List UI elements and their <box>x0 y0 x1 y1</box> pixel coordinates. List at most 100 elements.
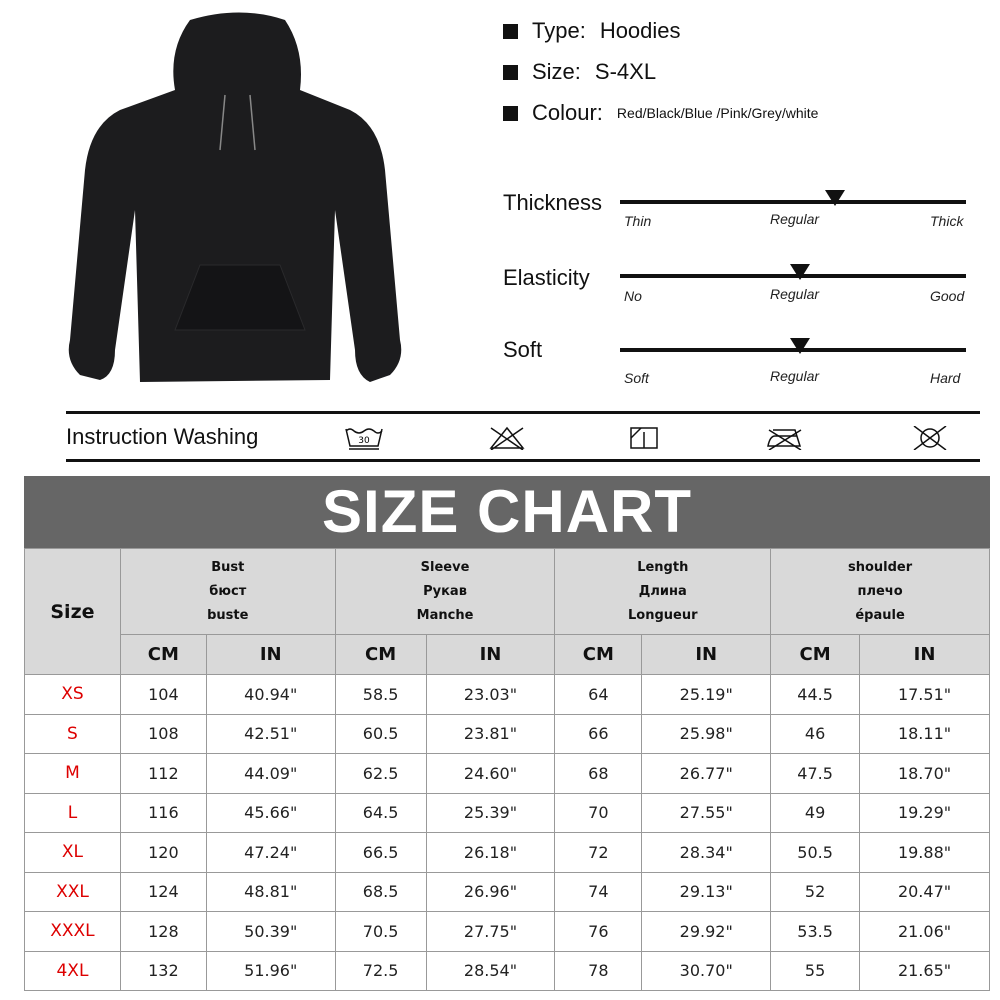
scale-min-label: Soft <box>624 370 649 386</box>
cell: 25.98" <box>641 713 772 754</box>
cell: 26.18" <box>425 832 556 873</box>
cell: 108 <box>119 713 207 754</box>
cell: 124 <box>119 871 207 912</box>
cell: 66 <box>554 713 643 754</box>
cell: 26.96" <box>425 871 556 912</box>
cell: 120 <box>119 832 207 873</box>
cell: 70.5 <box>334 911 427 952</box>
dry-flat-icon <box>630 427 658 449</box>
unit-header: CM <box>119 634 207 675</box>
bullet-icon <box>503 64 518 80</box>
cell: 62.5 <box>334 753 427 794</box>
cell: 55 <box>770 950 861 991</box>
washing-label: Instruction Washing <box>66 424 259 449</box>
table-row: XL 120 47.24" 66.5 26.18" 72 28.34" 50.5 19.88" <box>24 832 990 873</box>
unit-header: CM <box>554 634 643 675</box>
cell: 27.55" <box>641 792 772 833</box>
spec-value: Hoodies <box>599 18 681 43</box>
cell: 17.51" <box>859 674 990 715</box>
cell: 24.60" <box>425 753 556 794</box>
table-row: S 108 42.51" 60.5 23.81" 66 25.98" 46 18.11" <box>24 713 990 754</box>
level-marker-icon <box>789 264 810 280</box>
cell: 128 <box>119 911 207 952</box>
cell: 58.5 <box>334 674 427 715</box>
size-cell: L <box>24 792 121 833</box>
cell: 19.88" <box>859 832 990 873</box>
size-cell: XXXL <box>24 911 121 952</box>
table-row: XXXL 128 50.39" 70.5 27.75" 76 29.92" 53.5 21.06… <box>24 911 990 952</box>
size-cell: XL <box>24 832 121 873</box>
cell: 66.5 <box>334 832 427 873</box>
cell: 29.13" <box>641 871 772 912</box>
cell: 23.81" <box>425 713 556 754</box>
cell: 25.39" <box>425 792 556 833</box>
scale-max-label: Hard <box>930 370 961 386</box>
cell: 68 <box>554 753 643 794</box>
unit-header: IN <box>641 634 772 675</box>
divider <box>66 459 980 462</box>
cell: 74 <box>554 871 643 912</box>
cell: 78 <box>554 950 643 991</box>
bullet-icon <box>503 23 518 39</box>
size-cell: XS <box>24 674 121 715</box>
scale-max-label: Thick <box>930 213 964 229</box>
cell: 29.92" <box>641 911 772 952</box>
table-row: XS 104 40.94" 58.5 23.03" 64 25.19" 44.5 17.51" <box>24 674 990 715</box>
spec-value: S-4XL <box>594 59 657 84</box>
spec-value: Red/Black/Blue /Pink/Grey/white <box>616 105 819 121</box>
table-row: M 112 44.09" 62.5 24.60" 68 26.77" 47.5 18.70" <box>24 753 990 794</box>
column-group-header: shoulder плечо épaule <box>770 548 990 635</box>
cell: 64 <box>554 674 643 715</box>
spec-row: Type: Hoodies <box>503 18 681 44</box>
cell: 76 <box>554 911 643 952</box>
cell: 21.65" <box>859 950 990 991</box>
cell: 72.5 <box>334 950 427 991</box>
cell: 21.06" <box>859 911 990 952</box>
cell: 48.81" <box>205 871 336 912</box>
cell: 44.5 <box>770 674 861 715</box>
attribute-name: Elasticity <box>503 265 590 290</box>
scale-min-label: Thin <box>624 213 652 229</box>
svg-text:30: 30 <box>358 436 370 446</box>
cell: 50.39" <box>205 911 336 952</box>
attribute-name: Thickness <box>503 190 603 215</box>
cell: 68.5 <box>334 871 427 912</box>
unit-header: IN <box>205 634 336 675</box>
size-cell: S <box>24 713 121 754</box>
cell: 47.5 <box>770 753 861 794</box>
cell: 51.96" <box>205 950 336 991</box>
size-chart-table: Size Bust бюст buste Sleeve Рукав Manche Length… <box>24 548 990 991</box>
scale-mid-label: Regular <box>770 211 820 227</box>
cell: 42.51" <box>205 713 336 754</box>
cell: 52 <box>770 871 861 912</box>
no-tumble-dry-icon <box>913 426 947 450</box>
unit-header: CM <box>770 634 861 675</box>
cell: 116 <box>119 792 207 833</box>
cell: 47.24" <box>205 832 336 873</box>
hoodie-image <box>68 12 402 382</box>
attribute-name: Soft <box>503 337 543 362</box>
cell: 46 <box>770 713 861 754</box>
cell: 18.70" <box>859 753 990 794</box>
unit-header: CM <box>334 634 427 675</box>
cell: 28.54" <box>425 950 556 991</box>
scale-mid-label: Regular <box>770 368 820 384</box>
cell: 50.5 <box>770 832 861 873</box>
cell: 20.47" <box>859 871 990 912</box>
scale-min-label: No <box>624 288 642 304</box>
cell: 44.09" <box>205 753 336 794</box>
divider <box>66 411 980 414</box>
cell: 25.19" <box>641 674 772 715</box>
cell: 45.66" <box>205 792 336 833</box>
table-row: 4XL 132 51.96" 72.5 28.54" 78 30.70" 55 21.65" <box>24 950 990 991</box>
cell: 53.5 <box>770 911 861 952</box>
cell: 26.77" <box>641 753 772 794</box>
cell: 104 <box>119 674 207 715</box>
size-chart-title: SIZE CHART <box>24 476 990 548</box>
column-group-header: Length Длина Longueur <box>554 548 772 635</box>
cell: 70 <box>554 792 643 833</box>
cell: 72 <box>554 832 643 873</box>
level-marker-icon <box>789 338 810 354</box>
column-group-header: Sleeve Рукав Manche <box>334 548 556 635</box>
cell: 64.5 <box>334 792 427 833</box>
